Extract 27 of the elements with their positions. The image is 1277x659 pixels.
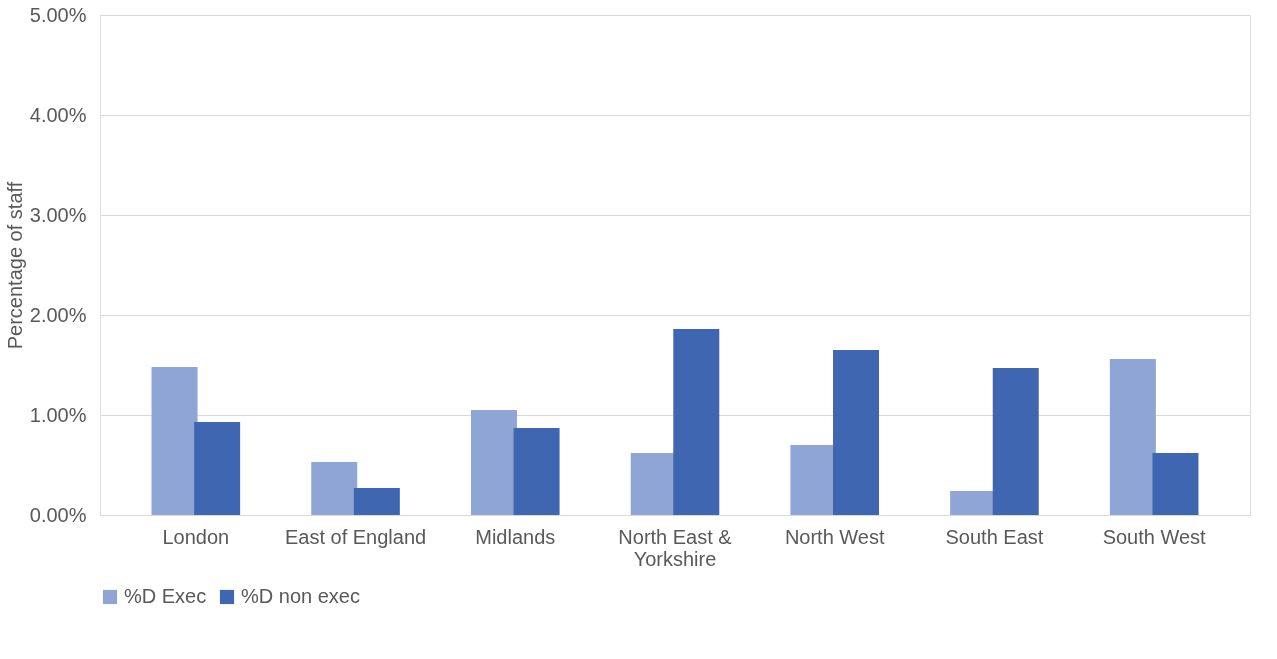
bar [513, 428, 560, 515]
bar [353, 488, 400, 515]
y-tick-label: 0.00% [29, 503, 87, 526]
x-tick-label: Midlands [475, 525, 556, 548]
y-tick-label: 4.00% [29, 103, 87, 126]
x-tick-label: North West [784, 525, 885, 548]
y-tick-label: 2.00% [29, 303, 87, 326]
y-axis-title: Percentage of staff [3, 181, 26, 350]
bar [833, 350, 880, 515]
bar [194, 422, 241, 515]
bar [1152, 453, 1199, 515]
bar [311, 462, 358, 515]
y-tick-label: 3.00% [29, 203, 87, 226]
bar [470, 410, 517, 515]
y-tick-label: 1.00% [29, 403, 87, 426]
x-tick-label: London [162, 525, 230, 548]
bar [673, 329, 720, 515]
x-tick-label: South East [945, 525, 1044, 548]
y-tick-label: 5.00% [29, 3, 87, 26]
bar [151, 367, 198, 515]
legend-label: %D non exec [241, 585, 360, 607]
bar [992, 368, 1039, 515]
legend-label: %D Exec [124, 585, 207, 607]
bar [1109, 359, 1156, 515]
x-tick-label: East of England [284, 525, 427, 548]
x-tick-label: North East & Yorkshire [618, 525, 733, 570]
x-tick-label: South West [1102, 525, 1207, 548]
